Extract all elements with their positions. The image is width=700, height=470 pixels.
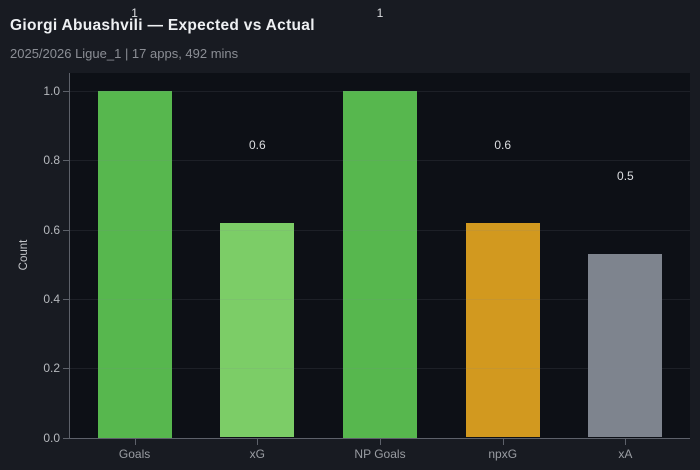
x-axis-line [69,437,690,439]
gridline [70,229,690,231]
y-tick-label: 0.4 [43,291,60,306]
y-tick-label: 0.6 [43,222,60,237]
y-tick-label: 0.8 [43,153,60,168]
x-category-label: npxG [488,446,518,461]
y-tick-mark [63,91,69,92]
y-tick-label: 1.0 [43,84,60,98]
bar-np-goals [343,91,417,438]
chart-subtitle: 2025/2026 Ligue_1 | 17 apps, 492 mins [10,46,239,61]
bar-value-label: 0.6 [494,137,512,152]
gridline [70,160,690,162]
bar-value-label: 1 [376,6,384,20]
gridline [70,91,690,92]
y-tick-mark [63,437,69,439]
chart-title: Giorgi Abuashvili — Expected vs Actual [10,17,315,34]
x-tick-mark [257,438,259,445]
x-tick-mark [380,438,381,445]
x-tick-mark [502,438,504,445]
bar-xg [220,222,295,438]
bar-value-label: 0.5 [617,168,634,183]
bar-goals [97,91,172,438]
y-axis-line [69,73,70,439]
gridline [70,298,690,300]
bar-xa [588,253,663,438]
y-tick-label: 0.0 [43,430,60,445]
x-tick-mark [134,438,136,445]
bar-value-label: 0.6 [248,137,266,152]
x-category-label: xG [249,446,265,461]
x-category-label: xA [618,446,633,461]
bar-value-label: 1 [131,6,138,20]
x-tick-mark [625,438,627,445]
y-tick-mark [63,160,69,162]
y-tick-mark [63,298,69,300]
y-tick-label: 0.2 [43,361,60,376]
y-tick-mark [63,229,69,231]
y-tick-mark [63,368,69,370]
bar-npxg [465,222,540,438]
x-category-label: NP Goals [354,446,406,461]
y-axis-label: Count [18,239,30,271]
x-category-label: Goals [118,446,151,461]
gridline [70,368,690,370]
